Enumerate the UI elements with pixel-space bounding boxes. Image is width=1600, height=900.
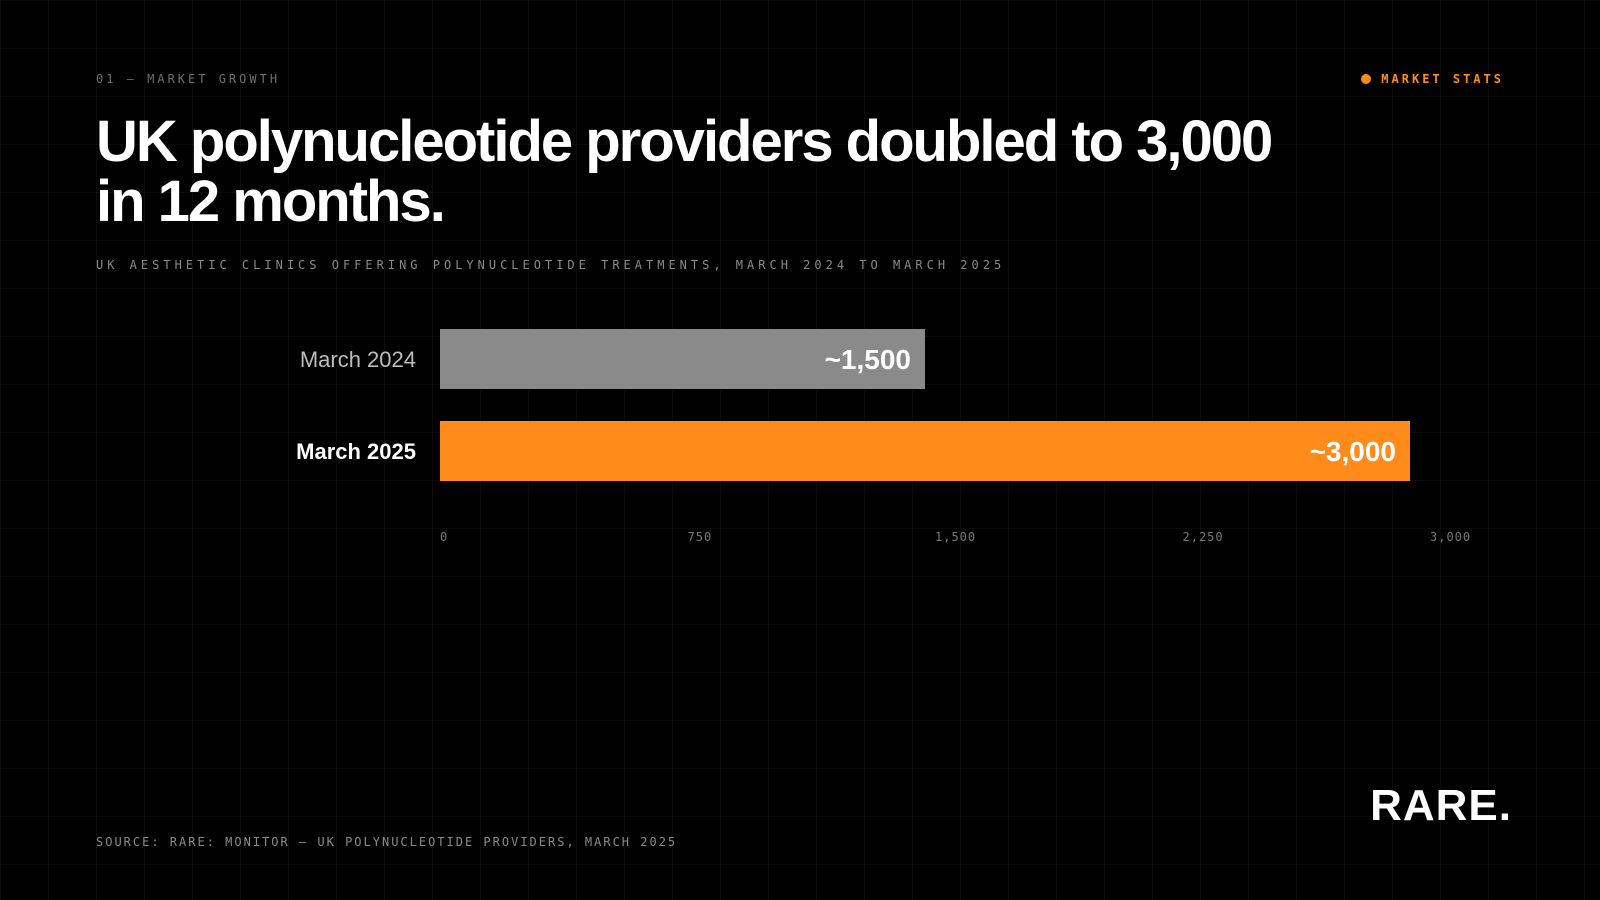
- page-title: UK polynucleotide providers doubled to 3…: [96, 109, 1273, 234]
- source-note: SOURCE: RARE: MONITOR — UK POLYNUCLEOTID…: [96, 835, 678, 849]
- category-label: March 2024: [300, 347, 416, 372]
- section-eyebrow: 01 — MARKET GROWTH: [96, 72, 281, 86]
- tag-label: MARKET STATS: [1381, 72, 1504, 86]
- x-tick-label: 2,250: [1183, 530, 1224, 544]
- x-tick-label: 3,000: [1430, 530, 1471, 544]
- data-label: ~1,500: [825, 344, 911, 375]
- orange-dot-icon: [1361, 74, 1372, 84]
- x-tick-label: 1,500: [935, 530, 976, 544]
- market-stats-tag: MARKET STATS: [1361, 72, 1504, 86]
- x-tick-label: 750: [688, 530, 713, 544]
- data-label: ~3,000: [1310, 436, 1396, 467]
- x-tick-label: 0: [440, 530, 448, 544]
- rare-logo: RARE.: [1370, 781, 1512, 830]
- bar-1: [440, 329, 925, 389]
- chart-subtitle: UK AESTHETIC CLINICS OFFERING POLYNUCLEO…: [96, 258, 1006, 272]
- bar-2: [440, 421, 1410, 481]
- category-label: March 2025: [296, 439, 416, 464]
